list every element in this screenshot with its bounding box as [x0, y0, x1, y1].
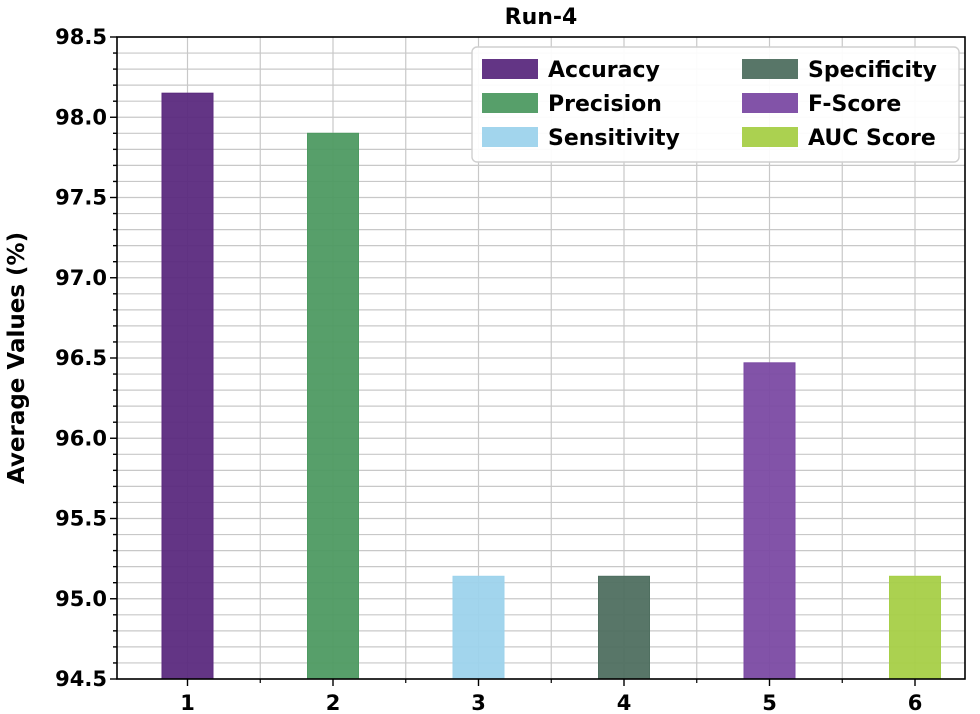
legend-swatch [482, 127, 538, 147]
legend-box [471, 46, 960, 163]
bar-specificity [598, 575, 650, 680]
y-tick-label: 96.5 [55, 346, 107, 370]
legend-swatch [482, 59, 538, 79]
y-tick-label: 94.5 [55, 667, 107, 691]
x-tick-label: 5 [762, 691, 777, 714]
ticks-layer: 94.5 95.0 95.5 96.0 96.5 97.0 97.5 98.0 98.5 1 2 3 4… [55, 25, 922, 714]
bar-auc-score [889, 575, 941, 680]
legend-label: Accuracy [548, 58, 660, 83]
x-tick-label: 3 [471, 691, 486, 714]
legend-swatch [482, 93, 538, 113]
y-tick-label: 95.5 [55, 507, 107, 531]
x-tick-label: 1 [180, 691, 195, 714]
x-tick-label: 2 [326, 691, 341, 714]
y-tick-label: 97.5 [55, 186, 107, 210]
legend-swatch [742, 127, 798, 147]
legend-swatch [742, 93, 798, 113]
x-tick-label: 4 [617, 691, 632, 714]
chart-title: Run-4 [505, 5, 578, 30]
bar-precision [307, 132, 359, 680]
legend-label: F-Score [808, 92, 901, 117]
legend-label: AUC Score [808, 126, 936, 151]
bar-f-score [743, 362, 796, 680]
y-tick-label: 97.0 [55, 266, 107, 290]
y-tick-label: 95.0 [55, 587, 107, 611]
bar-sensitivity [452, 575, 505, 680]
legend: Accuracy Precision Sensitivity Specificity F… [471, 46, 960, 163]
bars-layer [161, 92, 941, 680]
y-tick-label: 98.5 [55, 25, 107, 49]
x-tick-label: 6 [908, 691, 923, 714]
y-tick-label: 98.0 [55, 105, 107, 129]
y-tick-label: 96.0 [55, 426, 107, 450]
legend-label: Sensitivity [548, 126, 680, 151]
legend-swatch [742, 59, 798, 79]
legend-label: Specificity [808, 58, 937, 83]
y-axis-label: Average Values (%) [4, 232, 30, 484]
bar-accuracy [161, 92, 214, 680]
legend-label: Precision [548, 92, 662, 117]
